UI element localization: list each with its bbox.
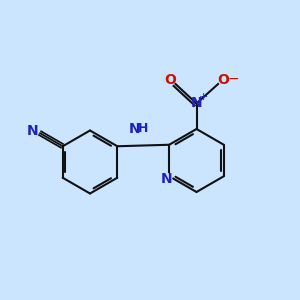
Text: +: + [198, 92, 208, 103]
Text: N: N [128, 122, 140, 136]
Text: H: H [138, 122, 148, 136]
Text: −: − [228, 72, 239, 86]
Text: O: O [164, 73, 176, 87]
Text: N: N [27, 124, 39, 138]
Text: N: N [191, 96, 202, 110]
Text: O: O [218, 73, 230, 87]
Text: N: N [160, 172, 172, 186]
